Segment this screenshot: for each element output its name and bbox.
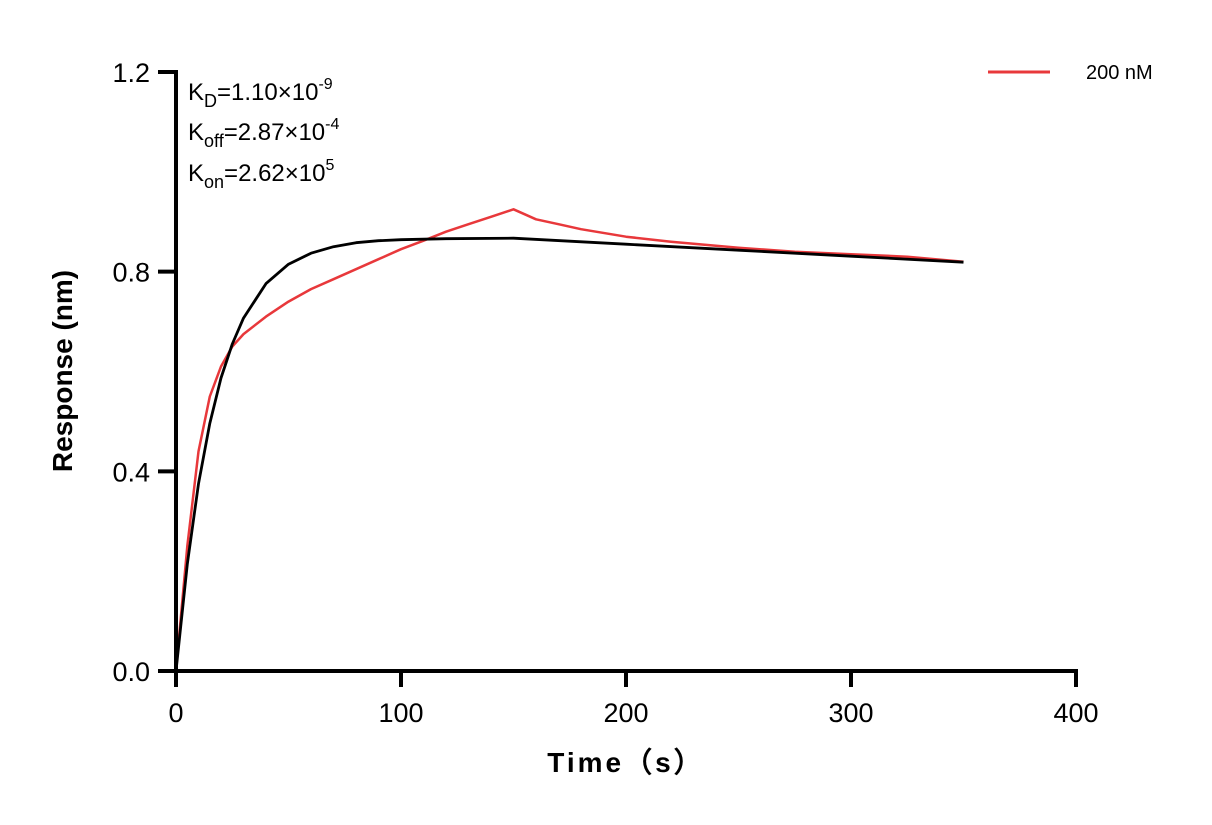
legend: 200 nM	[988, 62, 1153, 84]
annotation-koff: Koff=2.87×10-4	[188, 116, 339, 151]
series-line-200nm	[174, 208, 964, 672]
koff-sub: off	[204, 131, 225, 151]
kon-base: K	[188, 160, 204, 187]
kon-value: =2.62×10	[224, 160, 325, 187]
koff-base: K	[188, 119, 204, 146]
y-tick-label: 0.0	[112, 657, 150, 687]
fit-curve	[174, 236, 964, 672]
x-tick-label: 300	[828, 698, 873, 728]
legend-label-200nm: 200 nM	[1086, 62, 1153, 84]
x-axis-label: Time（s）	[547, 746, 704, 778]
kd-value: =1.10×10	[217, 79, 318, 106]
x-tick-label: 100	[378, 698, 423, 728]
annotation-kon: Kon=2.62×105	[188, 157, 334, 192]
plot-area	[174, 208, 964, 672]
kd-exp: -9	[318, 76, 332, 93]
kd-base: K	[188, 79, 204, 106]
x-tick-label: 0	[168, 698, 183, 728]
y-tick-label: 0.4	[112, 457, 150, 487]
x-tick-label: 400	[1053, 698, 1098, 728]
x-tick-label: 200	[603, 698, 648, 728]
kon-sub: on	[204, 172, 224, 192]
kd-sub: D	[204, 91, 217, 111]
y-axis-label: Response (nm)	[47, 270, 78, 472]
axes: 0 100 200 300 400 0.0 0.4 0.8 1.2	[112, 58, 1098, 728]
y-tick-label: 0.8	[112, 258, 150, 288]
y-tick-label: 1.2	[112, 58, 150, 88]
kon-exp: 5	[325, 157, 334, 174]
annotation-kd: KD=1.10×10-9	[188, 76, 333, 111]
koff-value: =2.87×10	[224, 119, 325, 146]
koff-exp: -4	[325, 116, 339, 133]
